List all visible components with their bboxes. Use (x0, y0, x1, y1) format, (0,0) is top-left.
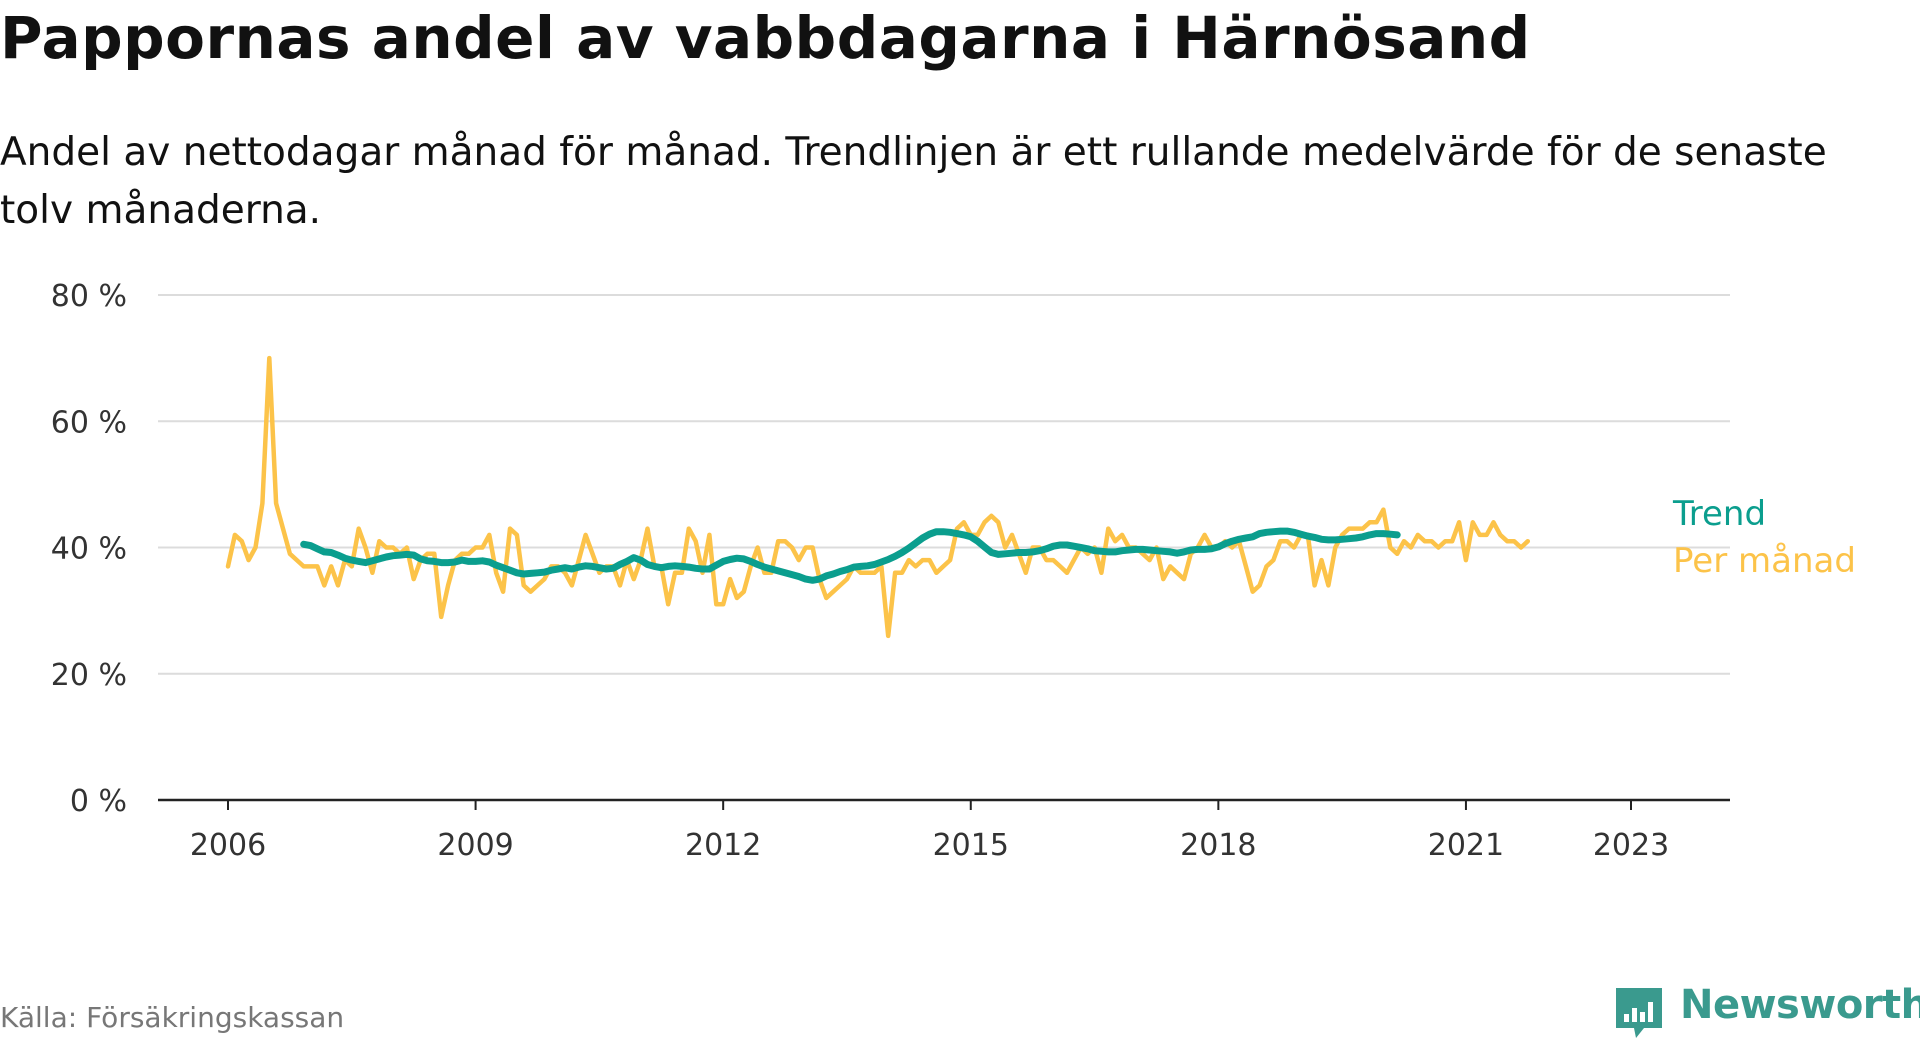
y-tick-label: 60 % (51, 405, 127, 440)
y-tick-label: 20 % (51, 658, 127, 693)
trend-label: Trend (1672, 494, 1766, 534)
y-axis-tick-labels: 0 % 20 % 40 % 60 % 80 % (51, 279, 127, 819)
trend-line (300, 527, 1401, 584)
x-tick-label: 2021 (1428, 828, 1504, 863)
chart-title: Pappornas andel av vabbdagarna i Härnösa… (0, 4, 1531, 72)
y-tick-label: 40 % (51, 532, 127, 567)
bar-chart-speech-bubble-icon (1616, 988, 1662, 1038)
x-tick-label: 2023 (1593, 828, 1669, 863)
x-tick-label: 2009 (437, 828, 513, 863)
series-lines (225, 355, 1531, 639)
chart-subtitle: Andel av nettodagar månad för månad. Tre… (0, 130, 1827, 233)
x-tick-label: 2018 (1180, 828, 1256, 863)
newsworthy-logo[interactable]: Newsworthy (1612, 982, 1920, 1040)
y-tick-label: 80 % (51, 279, 127, 314)
series-labels: Per månad Trend (1672, 494, 1856, 581)
y-tick-label: 0 % (70, 784, 127, 819)
source-note: Källa: Försäkringskassan (0, 1001, 345, 1034)
x-axis: 2006 2009 2012 2015 2018 2021 2023 (158, 798, 1730, 863)
x-tick-label: 2012 (685, 828, 761, 863)
monthly-line (225, 355, 1531, 639)
monthly-label: Per månad (1673, 541, 1856, 581)
brand-name: Newsworthy (1680, 982, 1920, 1028)
x-tick-label: 2015 (933, 828, 1009, 863)
gridlines (158, 294, 1730, 675)
x-tick-label: 2006 (190, 828, 266, 863)
